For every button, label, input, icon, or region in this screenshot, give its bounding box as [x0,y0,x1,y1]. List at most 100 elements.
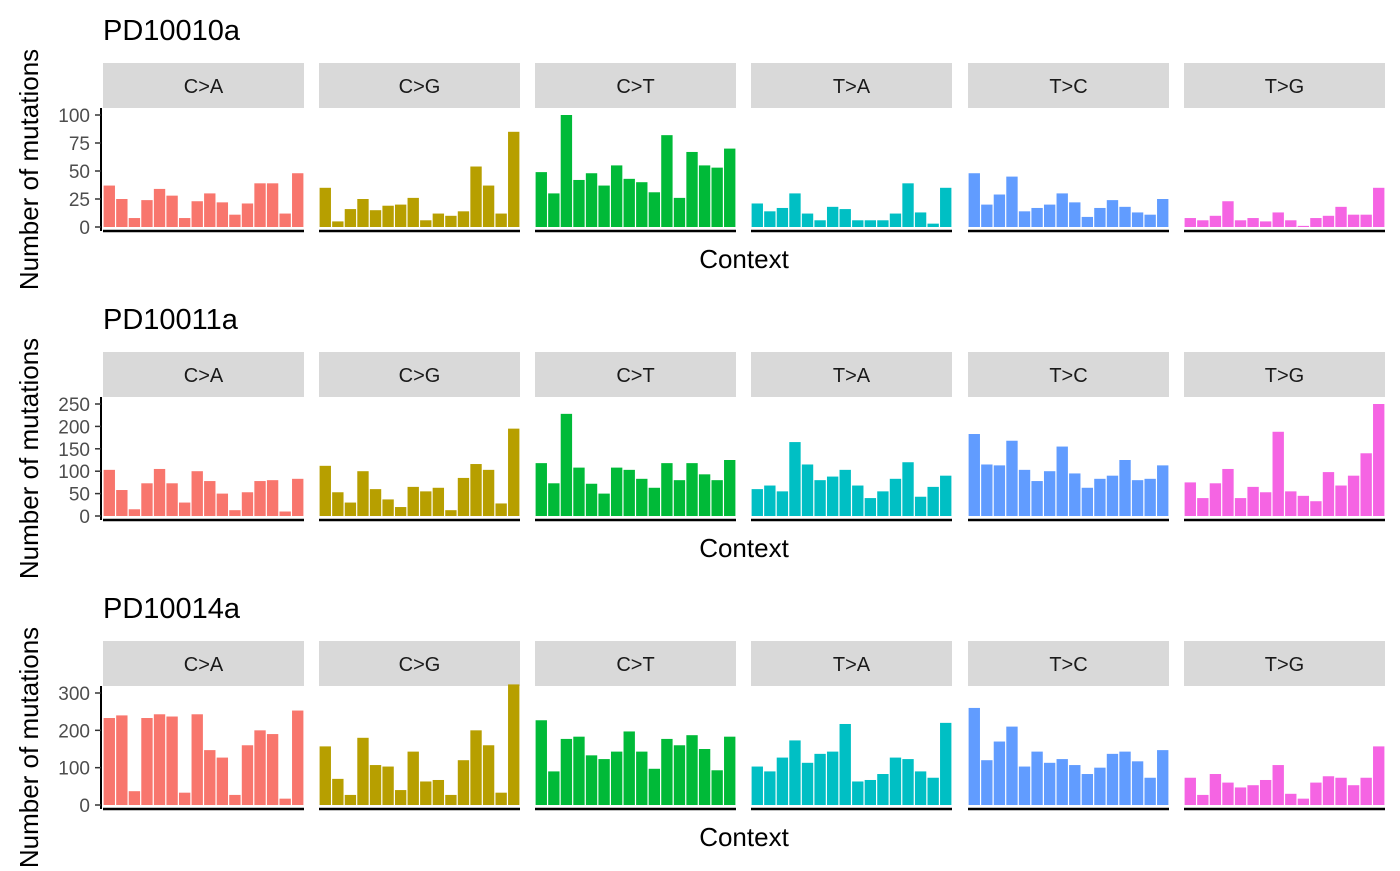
facet-strip-label: C>T [616,76,654,98]
bar [1006,726,1018,805]
bar [432,779,445,805]
facet-strip-label: C>A [184,654,224,676]
bar [1031,751,1043,805]
bar [191,471,203,516]
bar [457,760,470,805]
bar [1335,777,1347,805]
bar [166,483,178,516]
bar [1119,460,1131,516]
bar [864,779,877,805]
y-axis-label: Number of mutations [14,627,44,866]
bar [1094,207,1106,227]
facet-strip [1184,641,1385,686]
bar [711,480,723,516]
bar [1006,440,1018,516]
facet-strip-label: T>C [1049,76,1087,98]
bar [470,730,482,805]
bar [940,187,952,227]
bar [204,193,216,227]
bar [166,195,178,227]
x-axis-label: Context [699,533,789,563]
bar [319,187,331,227]
bar [382,205,394,227]
bar [877,491,889,516]
bar [724,736,736,805]
bar [241,745,254,805]
bar [1347,214,1360,227]
y-tick-label: 75 [69,134,90,155]
bar [968,707,980,805]
bar [993,194,1006,227]
bar [1234,220,1247,227]
bar [1197,794,1209,805]
bar [432,213,445,227]
bar [1310,782,1322,805]
bar [382,499,394,516]
bar [902,759,914,805]
bar [698,749,711,805]
bar [1081,774,1094,805]
facet-strip-label: T>G [1265,365,1304,387]
y-tick-label: 100 [58,759,90,780]
bar [1131,761,1144,805]
bar [661,463,673,516]
y-tick-label: 0 [79,796,90,817]
facet-strip-label: T>A [833,76,871,98]
bar [178,792,191,805]
bar [1043,204,1056,227]
bar [128,509,141,516]
bar [1322,776,1335,805]
bar [266,183,279,227]
facet-strip [968,641,1169,686]
bar [598,493,610,516]
bar [279,213,291,227]
bar [482,469,495,516]
bar [981,204,993,227]
bar [673,480,686,516]
bar [1094,478,1106,516]
bar [1310,218,1322,227]
bar [698,474,711,516]
bar [279,798,291,805]
facet-strip-label: T>G [1265,654,1304,676]
bar [686,151,698,227]
bar [166,716,178,805]
y-tick-label: 250 [58,395,90,416]
bar [369,765,382,805]
facet-strip-label: T>G [1265,76,1304,98]
bar [344,502,357,516]
facet-strip-label: T>C [1049,654,1087,676]
facet-strip [535,63,736,108]
bar [191,201,203,227]
bar [1297,225,1310,227]
bar [204,481,216,516]
bar [508,684,520,805]
bar [1259,221,1272,227]
y-tick-label: 0 [79,507,90,528]
bar [1056,759,1068,805]
bar [826,751,839,805]
bar [1184,218,1196,227]
bar [1259,779,1272,805]
bar [1043,471,1056,516]
x-axis-label: Context [699,822,789,852]
bar [1222,201,1234,227]
bar [914,771,927,805]
bar [1131,212,1144,227]
bar [535,720,547,805]
bar [241,492,254,516]
bar [1272,431,1284,516]
bar [789,442,801,516]
facet-strip-label: T>A [833,365,871,387]
bar [292,478,304,516]
bar [457,211,470,227]
facet-strip-label: C>G [399,76,441,98]
bar [776,491,789,516]
bar [889,478,902,516]
y-tick-label: 200 [58,417,90,438]
bar [548,483,560,516]
bar [548,771,560,805]
bar [598,759,610,805]
bar [482,185,495,227]
bar [877,220,889,227]
